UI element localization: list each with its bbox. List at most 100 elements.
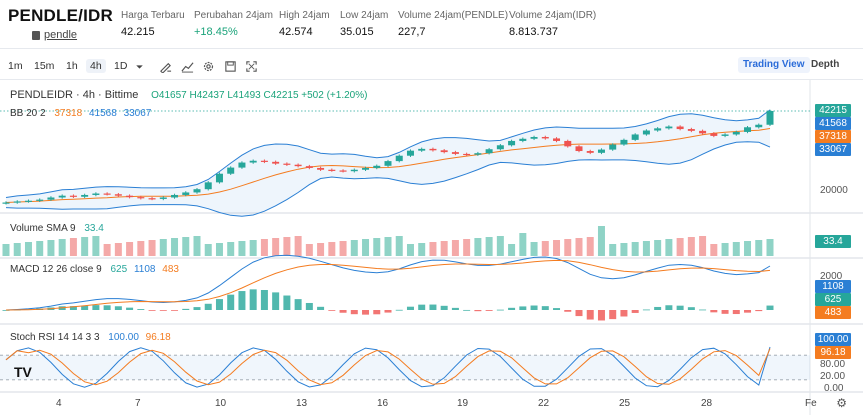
volume-bar [541, 241, 549, 256]
volume-bar [463, 239, 471, 256]
candle-body [328, 169, 336, 171]
macd-label: MACD 12 26 close 9 [10, 264, 102, 275]
volume-bar [440, 241, 448, 256]
candle-body [687, 129, 695, 131]
candle-body [474, 153, 482, 155]
macd-histogram-bar [126, 307, 134, 310]
candle-body [2, 202, 10, 204]
candle-body [463, 153, 471, 156]
candle-body [699, 130, 707, 134]
macd-histogram-bar [586, 310, 594, 320]
price-chart[interactable]: PENDLEIDR · 4h · Bittime O41657 H42437 L… [0, 80, 863, 415]
candle-body [732, 131, 740, 135]
x-axis-label: 13 [296, 398, 308, 409]
macd-histogram-bar [541, 306, 549, 310]
indicator-icon[interactable] [180, 59, 194, 73]
macd-histogram-bar [328, 310, 336, 311]
macd-histogram-bar [485, 310, 493, 311]
volume-bar [429, 242, 437, 256]
bb-lower-line [5, 141, 771, 217]
stat-label: Harga Terbaru [121, 10, 185, 21]
volume-bar [260, 239, 268, 256]
candle-body [171, 194, 179, 198]
candle-body [24, 200, 32, 202]
fullscreen-icon[interactable] [244, 59, 258, 73]
candle-body [204, 182, 212, 190]
candle-body [81, 194, 89, 197]
volume-bar [339, 241, 347, 256]
candle-body [69, 195, 77, 197]
volume-bar [328, 242, 336, 256]
macd-histogram-bar [193, 307, 201, 310]
ticker-header: PENDLE/IDR pendle Harga Terbaru 42.215 P… [0, 0, 863, 46]
candle-body [126, 195, 134, 198]
macd-signal-line [5, 259, 771, 311]
timeframe-15m[interactable]: 15m [34, 60, 55, 72]
timeframe-1h[interactable]: 1h [66, 60, 78, 72]
stat-label: Low 24jam [340, 10, 389, 21]
pair-title: PENDLE/IDR [8, 6, 113, 25]
macd-histogram-bar [620, 310, 628, 317]
macd-histogram-bar [81, 305, 89, 310]
candle-body [395, 155, 403, 162]
save-icon[interactable] [223, 59, 237, 73]
volume-bar [193, 236, 201, 256]
candle-body [350, 169, 358, 172]
macd-histogram-bar [182, 308, 190, 310]
volume-bar [272, 238, 280, 256]
macd-signal-value: 483 [162, 264, 179, 275]
candle-body [418, 148, 426, 151]
volume-bar [451, 240, 459, 256]
settings-icon[interactable] [201, 59, 215, 73]
macd-histogram-bar [103, 305, 111, 310]
timeframe-1d[interactable]: 1D [114, 60, 128, 72]
rsi-label: Stoch RSI 14 14 3 3 [10, 332, 100, 343]
header-divider [0, 48, 863, 49]
toolbar-divider [0, 79, 863, 80]
macd-histogram-bar [171, 310, 179, 311]
candle-body [283, 163, 291, 165]
rsi-k-tag: 100.00 [815, 333, 851, 346]
volume-bar [126, 242, 134, 256]
macd-histogram-bar [530, 305, 538, 310]
volume-bar [519, 233, 527, 256]
coin-link-label[interactable]: pendle [44, 29, 78, 41]
candle-body [182, 192, 190, 195]
stat-change: Perubahan 24jam +18.45% [194, 10, 273, 38]
candle-body [193, 189, 201, 193]
candle-body [159, 197, 167, 199]
macd-histogram-bar [508, 307, 516, 310]
candle-body [530, 136, 538, 139]
candle-body [766, 111, 774, 125]
trading-view-button[interactable]: Trading View [738, 57, 810, 73]
coin-link[interactable]: pendle [32, 29, 113, 41]
macd-histogram-bar [215, 299, 223, 310]
rsi-d-value: 96.18 [145, 332, 171, 343]
bb-basis-tag: 37318 [815, 130, 851, 143]
volume-bar [508, 244, 516, 256]
timeframe-4h[interactable]: 4h [86, 59, 106, 73]
chart-settings-gear-icon[interactable]: ⚙ [836, 396, 847, 410]
macd-histogram-bar [283, 295, 291, 310]
stat-value: 42.215 [121, 26, 155, 38]
chart-toolbar: 1m 15m 1h 4h 1D Trading View Depth [0, 56, 863, 78]
chart-canvas[interactable] [0, 80, 863, 415]
chevron-down-icon[interactable] [132, 59, 146, 73]
candle-body [744, 127, 752, 132]
candle-body [305, 166, 313, 168]
macd-histogram-bar [440, 305, 448, 310]
candle-body [249, 160, 257, 163]
depth-button[interactable]: Depth [811, 59, 840, 70]
rsi-axis-80: 80.00 [820, 359, 846, 370]
last-price-tag: 42215 [815, 104, 851, 117]
volume-bar [530, 242, 538, 256]
timeframe-1m[interactable]: 1m [8, 60, 23, 72]
macd-line-value: 1108 [133, 264, 156, 275]
stat-volume-quote: Volume 24jam(IDR) 8.813.737 [509, 10, 596, 38]
draw-line-icon[interactable] [158, 59, 172, 73]
macd-histogram-bar [654, 306, 662, 310]
volume-bar [485, 237, 493, 256]
volume-bar [92, 236, 100, 256]
bb-upper-line [5, 109, 771, 198]
macd-histogram-bar [2, 310, 10, 311]
